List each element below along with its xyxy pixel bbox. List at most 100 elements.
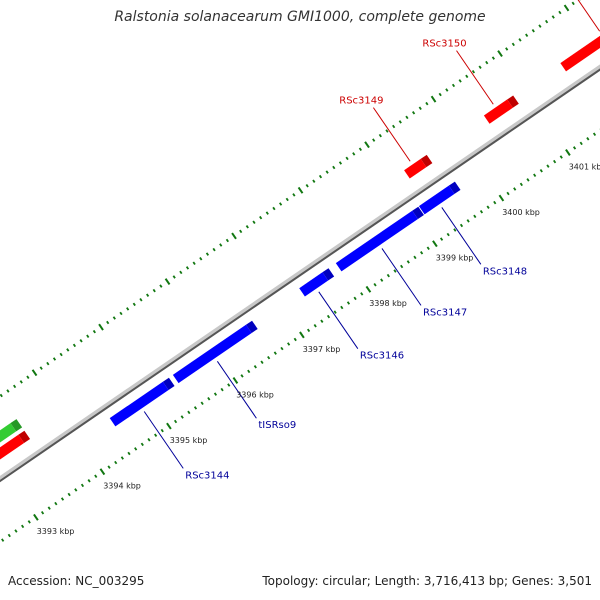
outer-tick-minor — [272, 206, 276, 211]
outer-tick-minor — [425, 101, 429, 106]
outer-tick-minor — [445, 88, 449, 92]
rsc3147-feature[interactable] — [335, 210, 418, 272]
inner-tick-minor — [120, 456, 124, 460]
rsc3146-feature-end[interactable] — [322, 268, 335, 281]
gene-1-feature[interactable] — [172, 324, 252, 384]
outer-tick-minor — [132, 302, 136, 307]
rsc3144-feature[interactable] — [109, 381, 169, 427]
outer-tick-minor — [352, 152, 356, 156]
outer-tick-minor — [378, 133, 382, 138]
outer-tick-minor — [26, 375, 30, 380]
outer-tick-minor — [551, 15, 555, 19]
outer-tick-minor — [265, 211, 269, 215]
outer-tick-minor — [305, 184, 309, 188]
inner-tick-minor — [579, 141, 583, 146]
rsc3144-feature-end[interactable] — [162, 377, 175, 390]
inner-tick-minor — [127, 451, 131, 456]
outer-tick-minor — [0, 393, 3, 398]
gene-1-feature-end[interactable] — [246, 320, 258, 333]
outer-tick-minor — [66, 348, 70, 352]
outer-tick-minor — [152, 288, 156, 293]
outer-tick-minor — [179, 270, 183, 275]
inner-tick-minor — [220, 387, 224, 392]
inner-tick-minor — [60, 497, 65, 501]
inner-tick-minor — [200, 401, 204, 406]
outer-tick-minor — [318, 174, 323, 179]
inner-tick-minor — [572, 146, 577, 150]
scale-tick-label: 3400 kbp — [502, 208, 540, 217]
outer-tick-minor — [338, 161, 343, 165]
inner-tick-minor — [273, 351, 277, 355]
rsc3150-feature[interactable] — [483, 99, 513, 124]
outer-tick-minor — [185, 266, 190, 270]
outer-tick-minor — [245, 225, 249, 229]
outer-tick-minor — [126, 307, 130, 311]
inner-tick-minor — [320, 319, 324, 323]
outer-tick-minor — [172, 275, 176, 279]
gene-9-feature[interactable] — [0, 434, 25, 507]
gene-label-tisrso9[interactable]: tISRso9 — [258, 420, 296, 431]
rsc3149-feature[interactable] — [404, 158, 427, 179]
rsc3148-feature-end[interactable] — [448, 181, 461, 194]
scale-tick-label: 3394 kbp — [103, 482, 141, 491]
inner-tick-minor — [94, 474, 98, 478]
rsc3146-feature[interactable] — [299, 272, 329, 297]
outer-tick-major — [497, 50, 503, 57]
outer-tick-major — [231, 232, 237, 240]
accession-text: Accession: NC_003295 — [8, 574, 145, 588]
rsc3148-leader-line — [441, 207, 482, 265]
inner-tick-major — [99, 468, 106, 476]
outer-tick-minor — [72, 343, 77, 348]
outer-tick-minor — [478, 65, 482, 69]
rsc3148-feature[interactable] — [418, 185, 455, 215]
inner-tick-major — [498, 194, 505, 202]
inner-tick-major — [166, 422, 172, 430]
gene-label-rsc3144[interactable]: RSc3144 — [185, 470, 229, 481]
outer-tick-minor — [79, 339, 83, 343]
outer-tick-minor — [485, 60, 489, 65]
gene-10-feature[interactable] — [0, 423, 17, 495]
inner-tick-minor — [413, 255, 417, 260]
inner-tick-minor — [180, 415, 184, 419]
rsc3150-feature-end[interactable] — [507, 95, 519, 108]
inner-tick-minor — [114, 460, 118, 465]
scale-tick-label: 3395 kbp — [170, 436, 208, 445]
outer-tick-minor — [199, 256, 203, 261]
outer-tick-minor — [571, 1, 575, 6]
outer-tick-major — [98, 323, 104, 331]
outer-tick-minor — [558, 10, 562, 15]
rsc3147-feature-end[interactable] — [412, 206, 424, 219]
outer-tick-minor — [219, 243, 223, 247]
inner-tick-minor — [519, 182, 523, 187]
outer-tick-minor — [545, 19, 549, 24]
gene-label-rsc3150[interactable]: RSc3150 — [422, 39, 466, 50]
inner-tick-minor — [426, 246, 430, 250]
outer-tick-minor — [139, 298, 143, 302]
scale-tick-labels: 3393 kbp 3394 kbp 3395 kbp 3396 kbp 3397 kbp… — [37, 162, 600, 536]
scale-tick-label: 3401 kbp — [569, 162, 600, 171]
inner-tick-major — [365, 285, 372, 293]
gene-10-feature-end[interactable] — [10, 419, 23, 432]
gene-label-rsc3147[interactable]: RSc3147 — [423, 307, 467, 318]
outer-tick-major — [297, 186, 304, 194]
rsc3150-leader-line — [456, 50, 494, 105]
outer-tick-major — [164, 278, 171, 285]
inner-tick-minor — [539, 168, 543, 173]
rsc3151-feature[interactable] — [560, 6, 600, 72]
gene-label-rsc3146[interactable]: RSc3146 — [360, 351, 404, 362]
inner-tick-minor — [373, 282, 377, 287]
outer-tick-ring — [0, 0, 581, 398]
outer-tick-minor — [511, 42, 515, 47]
outer-tick-minor — [92, 329, 96, 334]
inner-tick-minor — [353, 296, 357, 301]
inner-tick-major — [33, 513, 39, 521]
gene-label-rsc3149[interactable]: RSc3149 — [339, 96, 383, 107]
gene-label-rsc3148[interactable]: RSc3148 — [483, 266, 527, 277]
inner-tick-minor — [533, 173, 537, 178]
outer-tick-minor — [112, 316, 116, 320]
inner-tick-minor — [346, 301, 351, 305]
outer-tick-minor — [385, 129, 389, 133]
gene-features — [0, 6, 600, 507]
gene-9-feature-end[interactable] — [18, 430, 31, 443]
rsc3149-feature-end[interactable] — [420, 154, 433, 168]
